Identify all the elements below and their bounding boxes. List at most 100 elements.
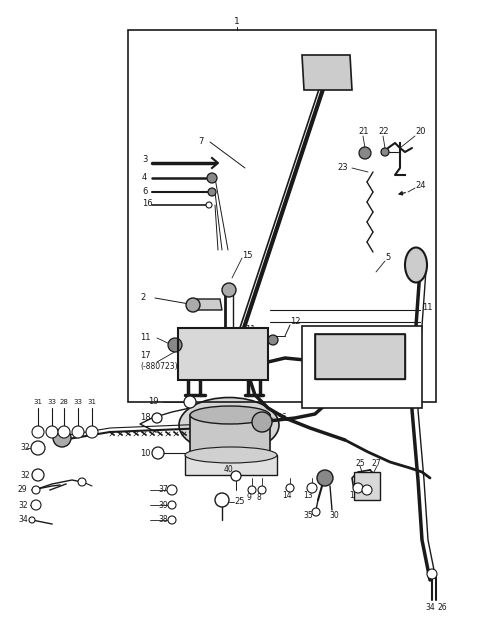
Circle shape — [381, 148, 389, 156]
Circle shape — [248, 486, 256, 494]
Text: 34: 34 — [425, 603, 435, 613]
Text: 31: 31 — [87, 399, 96, 405]
Text: 12: 12 — [290, 318, 300, 326]
Circle shape — [152, 447, 164, 459]
Circle shape — [32, 469, 44, 481]
Text: 33: 33 — [48, 399, 57, 405]
Ellipse shape — [190, 406, 270, 424]
Text: (880723-): (880723-) — [308, 396, 346, 404]
Circle shape — [231, 471, 241, 481]
Text: 37: 37 — [158, 485, 168, 494]
Circle shape — [168, 516, 176, 524]
Bar — [354, 472, 380, 500]
Text: (-880723): (-880723) — [140, 361, 178, 371]
Text: 17: 17 — [349, 492, 359, 500]
Text: 31: 31 — [34, 399, 43, 405]
Circle shape — [186, 298, 200, 312]
Circle shape — [312, 508, 320, 516]
Text: 25: 25 — [355, 459, 365, 467]
Text: 6: 6 — [142, 187, 147, 195]
Text: 22: 22 — [378, 127, 388, 137]
Text: 3: 3 — [142, 155, 147, 165]
Ellipse shape — [405, 248, 427, 283]
Text: 20: 20 — [415, 127, 425, 137]
Text: 11: 11 — [422, 303, 432, 313]
Bar — [185, 455, 277, 475]
Circle shape — [152, 413, 162, 423]
Circle shape — [32, 426, 44, 438]
Circle shape — [307, 483, 317, 493]
Text: 5: 5 — [385, 253, 390, 263]
Circle shape — [362, 485, 372, 495]
Text: 2: 2 — [140, 293, 145, 303]
Text: 24: 24 — [415, 180, 425, 190]
Circle shape — [31, 441, 45, 455]
Text: 21: 21 — [358, 127, 369, 137]
Text: 30: 30 — [329, 510, 339, 520]
Polygon shape — [195, 299, 222, 310]
Text: 34: 34 — [18, 515, 28, 525]
Circle shape — [58, 426, 70, 438]
Bar — [128, 30, 436, 402]
Text: 32: 32 — [20, 470, 30, 479]
Bar — [178, 328, 268, 380]
Circle shape — [46, 426, 58, 438]
Text: 14: 14 — [282, 492, 292, 500]
Circle shape — [252, 412, 272, 432]
Text: 10: 10 — [140, 449, 151, 457]
Circle shape — [29, 517, 35, 523]
Text: 40: 40 — [223, 466, 233, 474]
Bar — [178, 328, 268, 380]
Circle shape — [208, 188, 216, 196]
Text: 36: 36 — [276, 414, 287, 422]
Circle shape — [184, 396, 196, 408]
Polygon shape — [302, 55, 352, 90]
Circle shape — [215, 493, 229, 507]
Ellipse shape — [179, 397, 279, 452]
Bar — [315, 334, 405, 379]
Text: 18: 18 — [140, 414, 151, 422]
Circle shape — [359, 147, 371, 159]
Circle shape — [86, 426, 98, 438]
Text: 15: 15 — [242, 250, 252, 260]
Ellipse shape — [185, 447, 277, 463]
Text: 32: 32 — [20, 444, 30, 452]
Text: 13: 13 — [303, 492, 313, 500]
Circle shape — [53, 429, 71, 447]
Text: 9: 9 — [247, 494, 252, 502]
Circle shape — [353, 483, 363, 493]
Bar — [190, 415, 270, 460]
Text: 38: 38 — [158, 515, 168, 525]
Circle shape — [207, 173, 217, 183]
Circle shape — [32, 486, 40, 494]
Text: 27: 27 — [372, 459, 382, 467]
Circle shape — [31, 500, 41, 510]
Text: 32: 32 — [18, 500, 28, 510]
Text: 35: 35 — [303, 510, 313, 520]
Text: 16: 16 — [142, 200, 153, 208]
Text: 19: 19 — [148, 397, 158, 406]
Text: 17: 17 — [140, 351, 151, 361]
Circle shape — [78, 478, 86, 486]
Circle shape — [168, 338, 182, 352]
Circle shape — [222, 283, 236, 297]
Text: 8: 8 — [257, 494, 262, 502]
Text: 25: 25 — [234, 497, 244, 507]
Text: 23: 23 — [337, 163, 348, 172]
Text: 4: 4 — [142, 172, 147, 182]
Circle shape — [168, 501, 176, 509]
Circle shape — [427, 569, 437, 579]
Circle shape — [72, 426, 84, 438]
Text: 29: 29 — [18, 485, 28, 494]
Circle shape — [317, 470, 333, 486]
Text: 11: 11 — [245, 326, 256, 334]
Circle shape — [167, 485, 177, 495]
Text: 28: 28 — [60, 399, 69, 405]
Text: 39: 39 — [158, 500, 168, 510]
Bar — [302, 326, 422, 408]
Text: 7: 7 — [198, 137, 204, 147]
Text: 33: 33 — [73, 399, 83, 405]
Text: 11: 11 — [140, 333, 151, 343]
Circle shape — [286, 484, 294, 492]
Text: 1: 1 — [234, 17, 240, 26]
